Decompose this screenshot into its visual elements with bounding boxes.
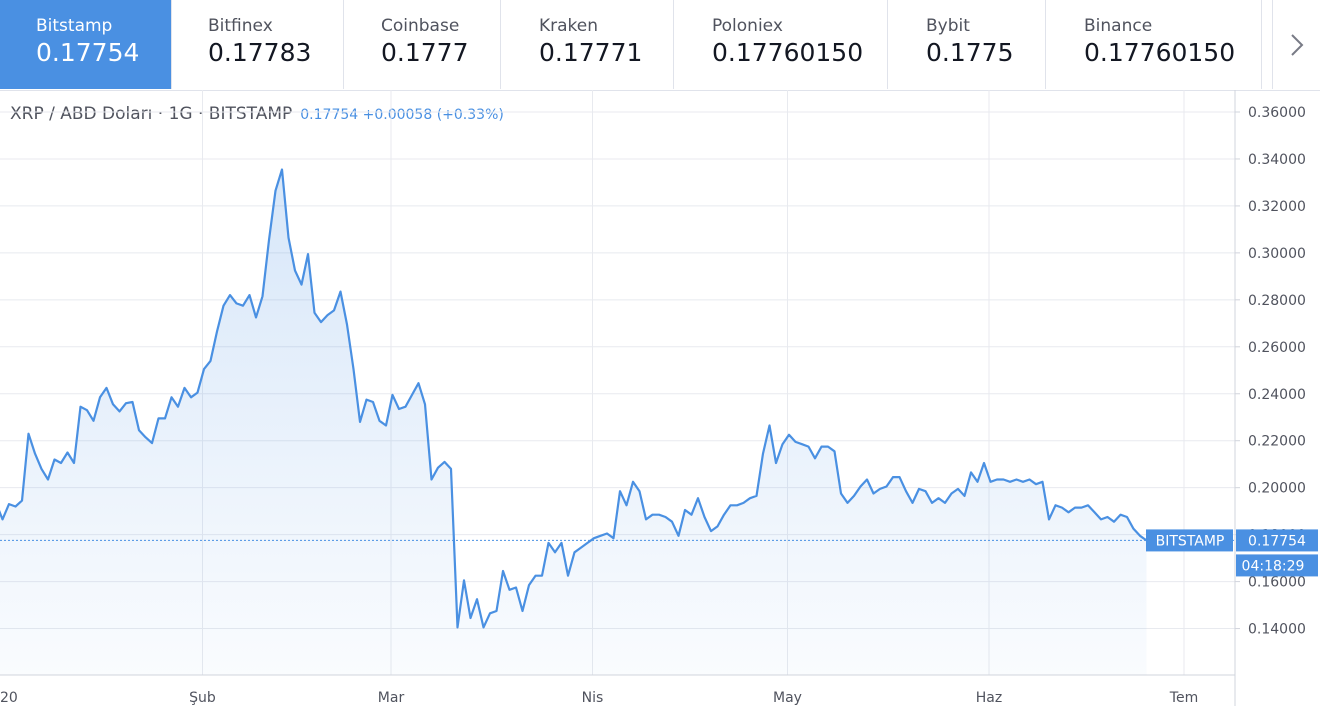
tab-poloniex[interactable]: Poloniex 0.17760150: [674, 0, 888, 89]
legend-last-price: 0.17754: [300, 107, 359, 123]
y-tick-label: 0.32000: [1248, 199, 1306, 215]
legend-change: +0.00058: [362, 107, 433, 123]
tab-price: 0.1775: [926, 38, 1014, 67]
exchange-tabs: Bitstamp 0.17754 Bitfinex 0.17783 Coinba…: [0, 0, 1320, 91]
y-tick-label: 0.34000: [1248, 152, 1306, 168]
tab-price: 0.17771: [539, 38, 643, 67]
chart-legend: XRP / ABD Doları · 1G · BITSTAMP 0.17754 …: [10, 104, 504, 124]
legend-change-pct: (+0.33%): [436, 107, 504, 123]
y-tick-label: 0.16000: [1248, 575, 1306, 591]
x-tick-label: Şub: [189, 690, 216, 706]
tab-price: 0.17760150: [712, 38, 864, 67]
tab-price: 0.1777: [381, 38, 469, 67]
price-line: [0, 168, 1148, 629]
chevron-right-icon: [1291, 33, 1304, 56]
tab-name: Coinbase: [381, 16, 460, 36]
tab-name: Kraken: [539, 16, 599, 36]
time-axis: 20 Şub Mar Nis May Haz Tem: [0, 690, 1198, 706]
symbol-title: XRP / ABD Doları · 1G · BITSTAMP: [10, 104, 293, 124]
tab-name: Poloniex: [712, 16, 783, 36]
tab-bitstamp[interactable]: Bitstamp 0.17754: [0, 0, 172, 89]
x-tick-label: Mar: [378, 690, 405, 706]
exchange-price-tag: BITSTAMP: [1146, 529, 1233, 552]
y-tick-label: 0.36000: [1248, 105, 1306, 121]
y-tick-label: 0.28000: [1248, 293, 1306, 309]
y-tick-label: 0.20000: [1248, 481, 1306, 497]
tab-name: Bybit: [926, 16, 970, 36]
x-tick-label: Haz: [976, 690, 1002, 706]
last-price-tag-bg: [1236, 529, 1318, 552]
tab-bybit[interactable]: Bybit 0.1775: [888, 0, 1046, 89]
tab-price: 0.17783: [208, 38, 312, 67]
x-tick-label: Nis: [582, 690, 604, 706]
tab-name: Bitstamp: [36, 16, 113, 36]
price-area-fill: [0, 169, 1147, 675]
y-tick-label: 0.30000: [1248, 246, 1306, 262]
tab-binance[interactable]: Binance 0.17760150: [1046, 0, 1262, 89]
tab-kraken[interactable]: Kraken 0.17771: [501, 0, 674, 89]
y-tick-label: 0.26000: [1248, 340, 1306, 356]
y-tick-label: 0.14000: [1248, 622, 1306, 638]
tab-name: Binance: [1084, 16, 1153, 36]
countdown-tag-value: 04:18:29: [1242, 558, 1305, 574]
tab-price: 0.17754: [36, 38, 140, 67]
price-chart[interactable]: 0.36000 0.34000 0.32000 0.30000 0.28000 0.260…: [0, 90, 1320, 706]
countdown-tag-bg: [1236, 554, 1318, 577]
exchange-tag-bg: [1146, 529, 1233, 552]
x-tick-label: May: [773, 690, 802, 706]
price-axis: 0.36000 0.34000 0.32000 0.30000 0.28000 0.260…: [1235, 105, 1306, 638]
y-tick-label: 0.22000: [1248, 434, 1306, 450]
tab-coinbase[interactable]: Coinbase 0.1777: [344, 0, 501, 89]
x-tick-label: 20: [0, 690, 18, 706]
y-tick-label: 0.24000: [1248, 387, 1306, 403]
last-price-tag: 0.17754 04:18:29: [1236, 529, 1318, 577]
tab-price: 0.17760150: [1084, 38, 1236, 67]
tab-name: Bitfinex: [208, 16, 273, 36]
exchange-tag-label: BITSTAMP: [1156, 533, 1225, 549]
tab-bitfinex[interactable]: Bitfinex 0.17783: [172, 0, 344, 89]
x-tick-label: Tem: [1169, 690, 1198, 706]
next-tabs-button[interactable]: [1272, 0, 1320, 89]
last-price-tag-value: 0.17754: [1248, 533, 1306, 549]
